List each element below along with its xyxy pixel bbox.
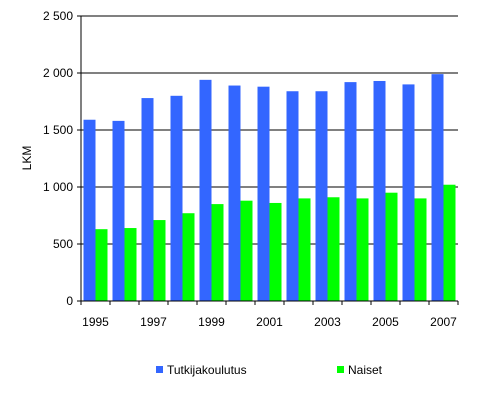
bars: [83, 74, 456, 302]
bar-tutkijakoulutus: [228, 85, 241, 301]
bar-tutkijakoulutus: [344, 82, 357, 302]
bar-tutkijakoulutus: [83, 119, 96, 302]
x-tick-label: 2007: [430, 315, 457, 329]
bar-naiset: [327, 197, 340, 301]
bar-tutkijakoulutus: [315, 91, 328, 302]
x-tick-label: 2005: [372, 315, 399, 329]
x-tick-label: 1995: [82, 315, 109, 329]
legend-label-naiset: Naiset: [348, 363, 383, 377]
bar-naiset: [240, 200, 253, 301]
y-tick-label: 0: [66, 294, 73, 308]
x-tick-label: 1997: [140, 315, 167, 329]
y-tick-label: 1 000: [43, 180, 73, 194]
bar-naiset: [211, 204, 224, 301]
bar-tutkijakoulutus: [170, 95, 183, 301]
axes: [77, 15, 459, 305]
bar-naiset: [298, 198, 311, 301]
x-tick-label: 2003: [314, 315, 341, 329]
y-axis-title: LKM: [20, 146, 34, 171]
legend-swatch-tutkijakoulutus: [156, 366, 163, 373]
bar-naiset: [414, 198, 427, 301]
bar-naiset: [269, 202, 282, 301]
bar-naiset: [182, 213, 195, 301]
bar-naiset: [124, 228, 137, 301]
bar-naiset: [95, 229, 108, 301]
y-tick-labels: 0 500 1 000 1 500 2 000 2 500: [43, 9, 73, 308]
y-tick-label: 500: [53, 237, 73, 251]
bar-naiset: [385, 192, 398, 301]
bar-naiset: [443, 184, 456, 301]
bar-naiset: [356, 198, 369, 301]
legend-swatch-naiset: [337, 366, 344, 373]
y-tick-label: 1 500: [43, 123, 73, 137]
bar-naiset: [153, 220, 166, 301]
bar-tutkijakoulutus: [286, 91, 299, 302]
bar-tutkijakoulutus: [112, 120, 125, 301]
legend: Tutkijakoulutus Naiset: [156, 363, 383, 377]
legend-label-tutkijakoulutus: Tutkijakoulutus: [167, 363, 247, 377]
x-tick-labels: 1995 1997 1999 2001 2003 2005 2007: [82, 315, 457, 329]
y-tick-label: 2 000: [43, 66, 73, 80]
bar-tutkijakoulutus: [402, 84, 415, 302]
y-tick-label: 2 500: [43, 9, 73, 23]
bar-tutkijakoulutus: [199, 79, 212, 301]
bar-tutkijakoulutus: [373, 80, 386, 301]
bar-tutkijakoulutus: [257, 86, 270, 302]
bar-tutkijakoulutus: [431, 74, 444, 301]
x-tick-label: 2001: [256, 315, 283, 329]
x-tick-label: 1999: [198, 315, 225, 329]
bar-tutkijakoulutus: [141, 98, 154, 301]
